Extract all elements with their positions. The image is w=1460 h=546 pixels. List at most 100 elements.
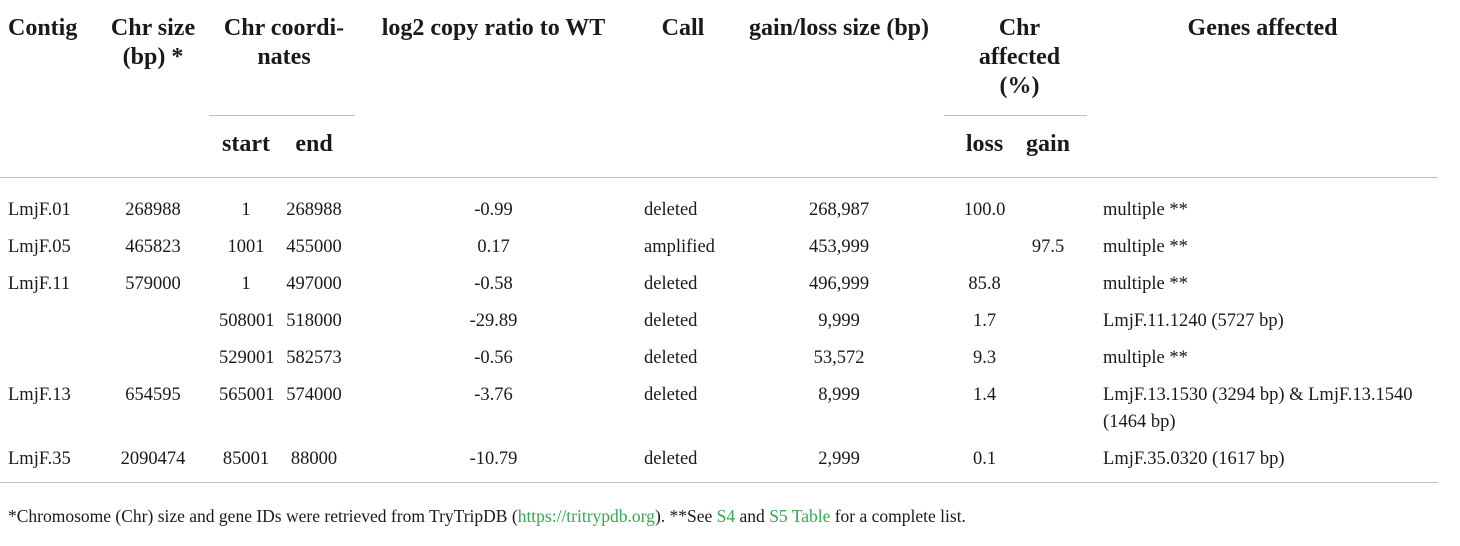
footnote-text-2: ). **See [654, 506, 717, 526]
cell-start: 565001 [219, 385, 275, 405]
header-chr-size: Chr size (bp) * [110, 15, 196, 70]
cell-genes: multiple ** [1103, 348, 1188, 368]
cell-log2: -10.79 [469, 449, 518, 469]
cell-gain [1009, 303, 1087, 340]
cell-genes: LmjF.35.0320 (1617 bp) [1103, 449, 1285, 469]
header-contig: Contig [8, 15, 78, 41]
cell-end: 455000 [286, 237, 342, 257]
cell-genes: multiple ** [1103, 200, 1188, 220]
cell-size: 2090474 [120, 449, 186, 469]
cell-end: 518000 [286, 311, 342, 331]
cell-start: 1 [241, 274, 251, 294]
cell-call: deleted [644, 311, 698, 331]
cell-loss: 0.1 [972, 449, 997, 469]
tritrypdb-link[interactable]: https://tritrypdb.org [517, 506, 655, 526]
cell-end: 497000 [286, 274, 342, 294]
cell-contig: LmjF.05 [8, 237, 71, 257]
cell-genes: LmjF.11.1240 (5727 bp) [1103, 311, 1284, 331]
header-loss: loss [965, 131, 1004, 157]
cell-contig: LmjF.13 [8, 385, 71, 405]
s5-table-link[interactable]: S5 Table [769, 506, 831, 526]
cell-log2: -0.99 [474, 200, 513, 220]
cnv-table: Contig Chr size (bp) * Chr coordi-nates … [0, 8, 1439, 483]
cell-gain [1009, 266, 1087, 303]
cell-contig: LmjF.11 [8, 274, 71, 294]
cell-start: 1 [241, 200, 251, 220]
cell-gain [1009, 441, 1087, 478]
cell-size: 465823 [125, 237, 181, 257]
header-rule [0, 177, 1439, 192]
table-row: LmjF.05 465823 1001 455000 0.17 amplifie… [0, 229, 1438, 266]
cell-size [97, 340, 209, 377]
cell-genes: multiple ** [1103, 274, 1188, 294]
s4-table-link[interactable]: S4 [716, 506, 736, 526]
cell-loss [944, 229, 1009, 266]
cell-start: 85001 [222, 449, 270, 469]
cell-end: 582573 [286, 348, 342, 368]
cell-size: 579000 [125, 274, 181, 294]
cell-gainloss: 8,999 [818, 385, 860, 405]
cell-start: 1001 [227, 237, 265, 257]
cell-contig [0, 303, 97, 340]
cell-gain [1009, 192, 1087, 229]
cell-end: 88000 [290, 449, 338, 469]
header-chr-coordinates: Chr coordi-nates [209, 8, 356, 116]
header-call: Call [661, 15, 705, 41]
cell-gain [1009, 377, 1087, 441]
cell-log2: -0.56 [474, 348, 513, 368]
cell-call: deleted [644, 385, 698, 405]
cell-call: amplified [644, 237, 715, 257]
cell-gainloss: 9,999 [818, 311, 860, 331]
cell-genes: LmjF.13.1530 (3294 bp) & LmjF.13.1540 (1… [1103, 385, 1413, 432]
cell-contig [0, 340, 97, 377]
header-end: end [295, 131, 333, 157]
cell-log2: -3.76 [474, 385, 513, 405]
table-row: 508001 518000 -29.89 deleted 9,999 1.7 L… [0, 303, 1438, 340]
footnote-text-3: and [735, 506, 770, 526]
subheader-row: start end loss gain [0, 116, 1438, 178]
cell-call: deleted [644, 348, 698, 368]
cell-gainloss: 2,999 [818, 449, 860, 469]
cell-contig: LmjF.35 [8, 449, 71, 469]
cell-end: 268988 [286, 200, 342, 220]
table-row: 529001 582573 -0.56 deleted 53,572 9.3 m… [0, 340, 1438, 377]
cell-size [97, 303, 209, 340]
cell-call: deleted [644, 274, 698, 294]
header-genes: Genes affected [1187, 15, 1338, 41]
cell-loss: 1.4 [972, 385, 997, 405]
cell-contig: LmjF.01 [8, 200, 71, 220]
cell-log2: -29.89 [469, 311, 518, 331]
cell-call: deleted [644, 200, 698, 220]
cell-call: deleted [644, 449, 698, 469]
cell-loss: 1.7 [972, 311, 997, 331]
cell-gainloss: 496,999 [808, 274, 870, 294]
header-start: start [222, 131, 270, 157]
cell-start: 529001 [219, 348, 275, 368]
header-row: Contig Chr size (bp) * Chr coordi-nates … [0, 8, 1438, 116]
cell-loss: 9.3 [972, 348, 997, 368]
cell-end: 574000 [286, 385, 342, 405]
cell-genes: multiple ** [1103, 237, 1188, 257]
footnote-text-1: *Chromosome (Chr) size and gene IDs were… [8, 506, 518, 526]
bottom-rule [0, 478, 1439, 483]
footnote-text-4: for a complete list. [830, 506, 966, 526]
cell-loss: 85.8 [968, 274, 1001, 294]
cell-gain [1009, 340, 1087, 377]
cell-gain: 97.5 [1031, 237, 1065, 257]
table-footnote: *Chromosome (Chr) size and gene IDs were… [8, 503, 966, 529]
table-row: LmjF.11 579000 1 497000 -0.58 deleted 49… [0, 266, 1438, 303]
cell-gainloss: 53,572 [813, 348, 865, 368]
header-chr-affected: Chr affected (%) [944, 8, 1088, 116]
cell-gainloss: 453,999 [808, 237, 870, 257]
cell-loss: 100.0 [963, 200, 1006, 220]
cell-gainloss: 268,987 [808, 200, 870, 220]
header-gain: gain [1026, 131, 1071, 157]
cell-log2: 0.17 [477, 237, 510, 257]
table-row: LmjF.01 268988 1 268988 -0.99 deleted 26… [0, 192, 1438, 229]
header-log2: log2 copy ratio to WT [381, 15, 606, 41]
header-gainloss: gain/loss size (bp) [749, 15, 930, 41]
cell-start: 508001 [219, 311, 275, 331]
cell-size: 268988 [125, 200, 181, 220]
cell-log2: -0.58 [474, 274, 513, 294]
